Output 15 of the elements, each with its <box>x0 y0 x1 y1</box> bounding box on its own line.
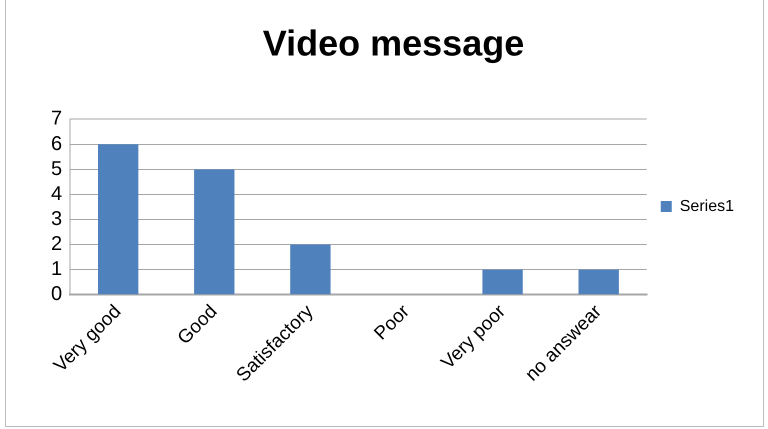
bar <box>578 270 619 294</box>
bar <box>194 169 234 294</box>
bar <box>290 244 331 294</box>
chart-title: Video message <box>262 22 524 64</box>
y-tick-label: 0 <box>51 283 62 306</box>
y-tick-label: 5 <box>51 158 62 180</box>
bar <box>98 144 138 294</box>
y-tick-label: 4 <box>51 182 62 205</box>
y-tick-label: 3 <box>51 208 62 230</box>
y-tick-label: 2 <box>51 233 62 256</box>
y-tick-label: 1 <box>51 258 62 280</box>
y-tick-label: 6 <box>51 132 62 155</box>
legend-label: Series1 <box>680 198 734 215</box>
bar <box>482 270 523 294</box>
y-tick-label: 7 <box>51 108 62 130</box>
